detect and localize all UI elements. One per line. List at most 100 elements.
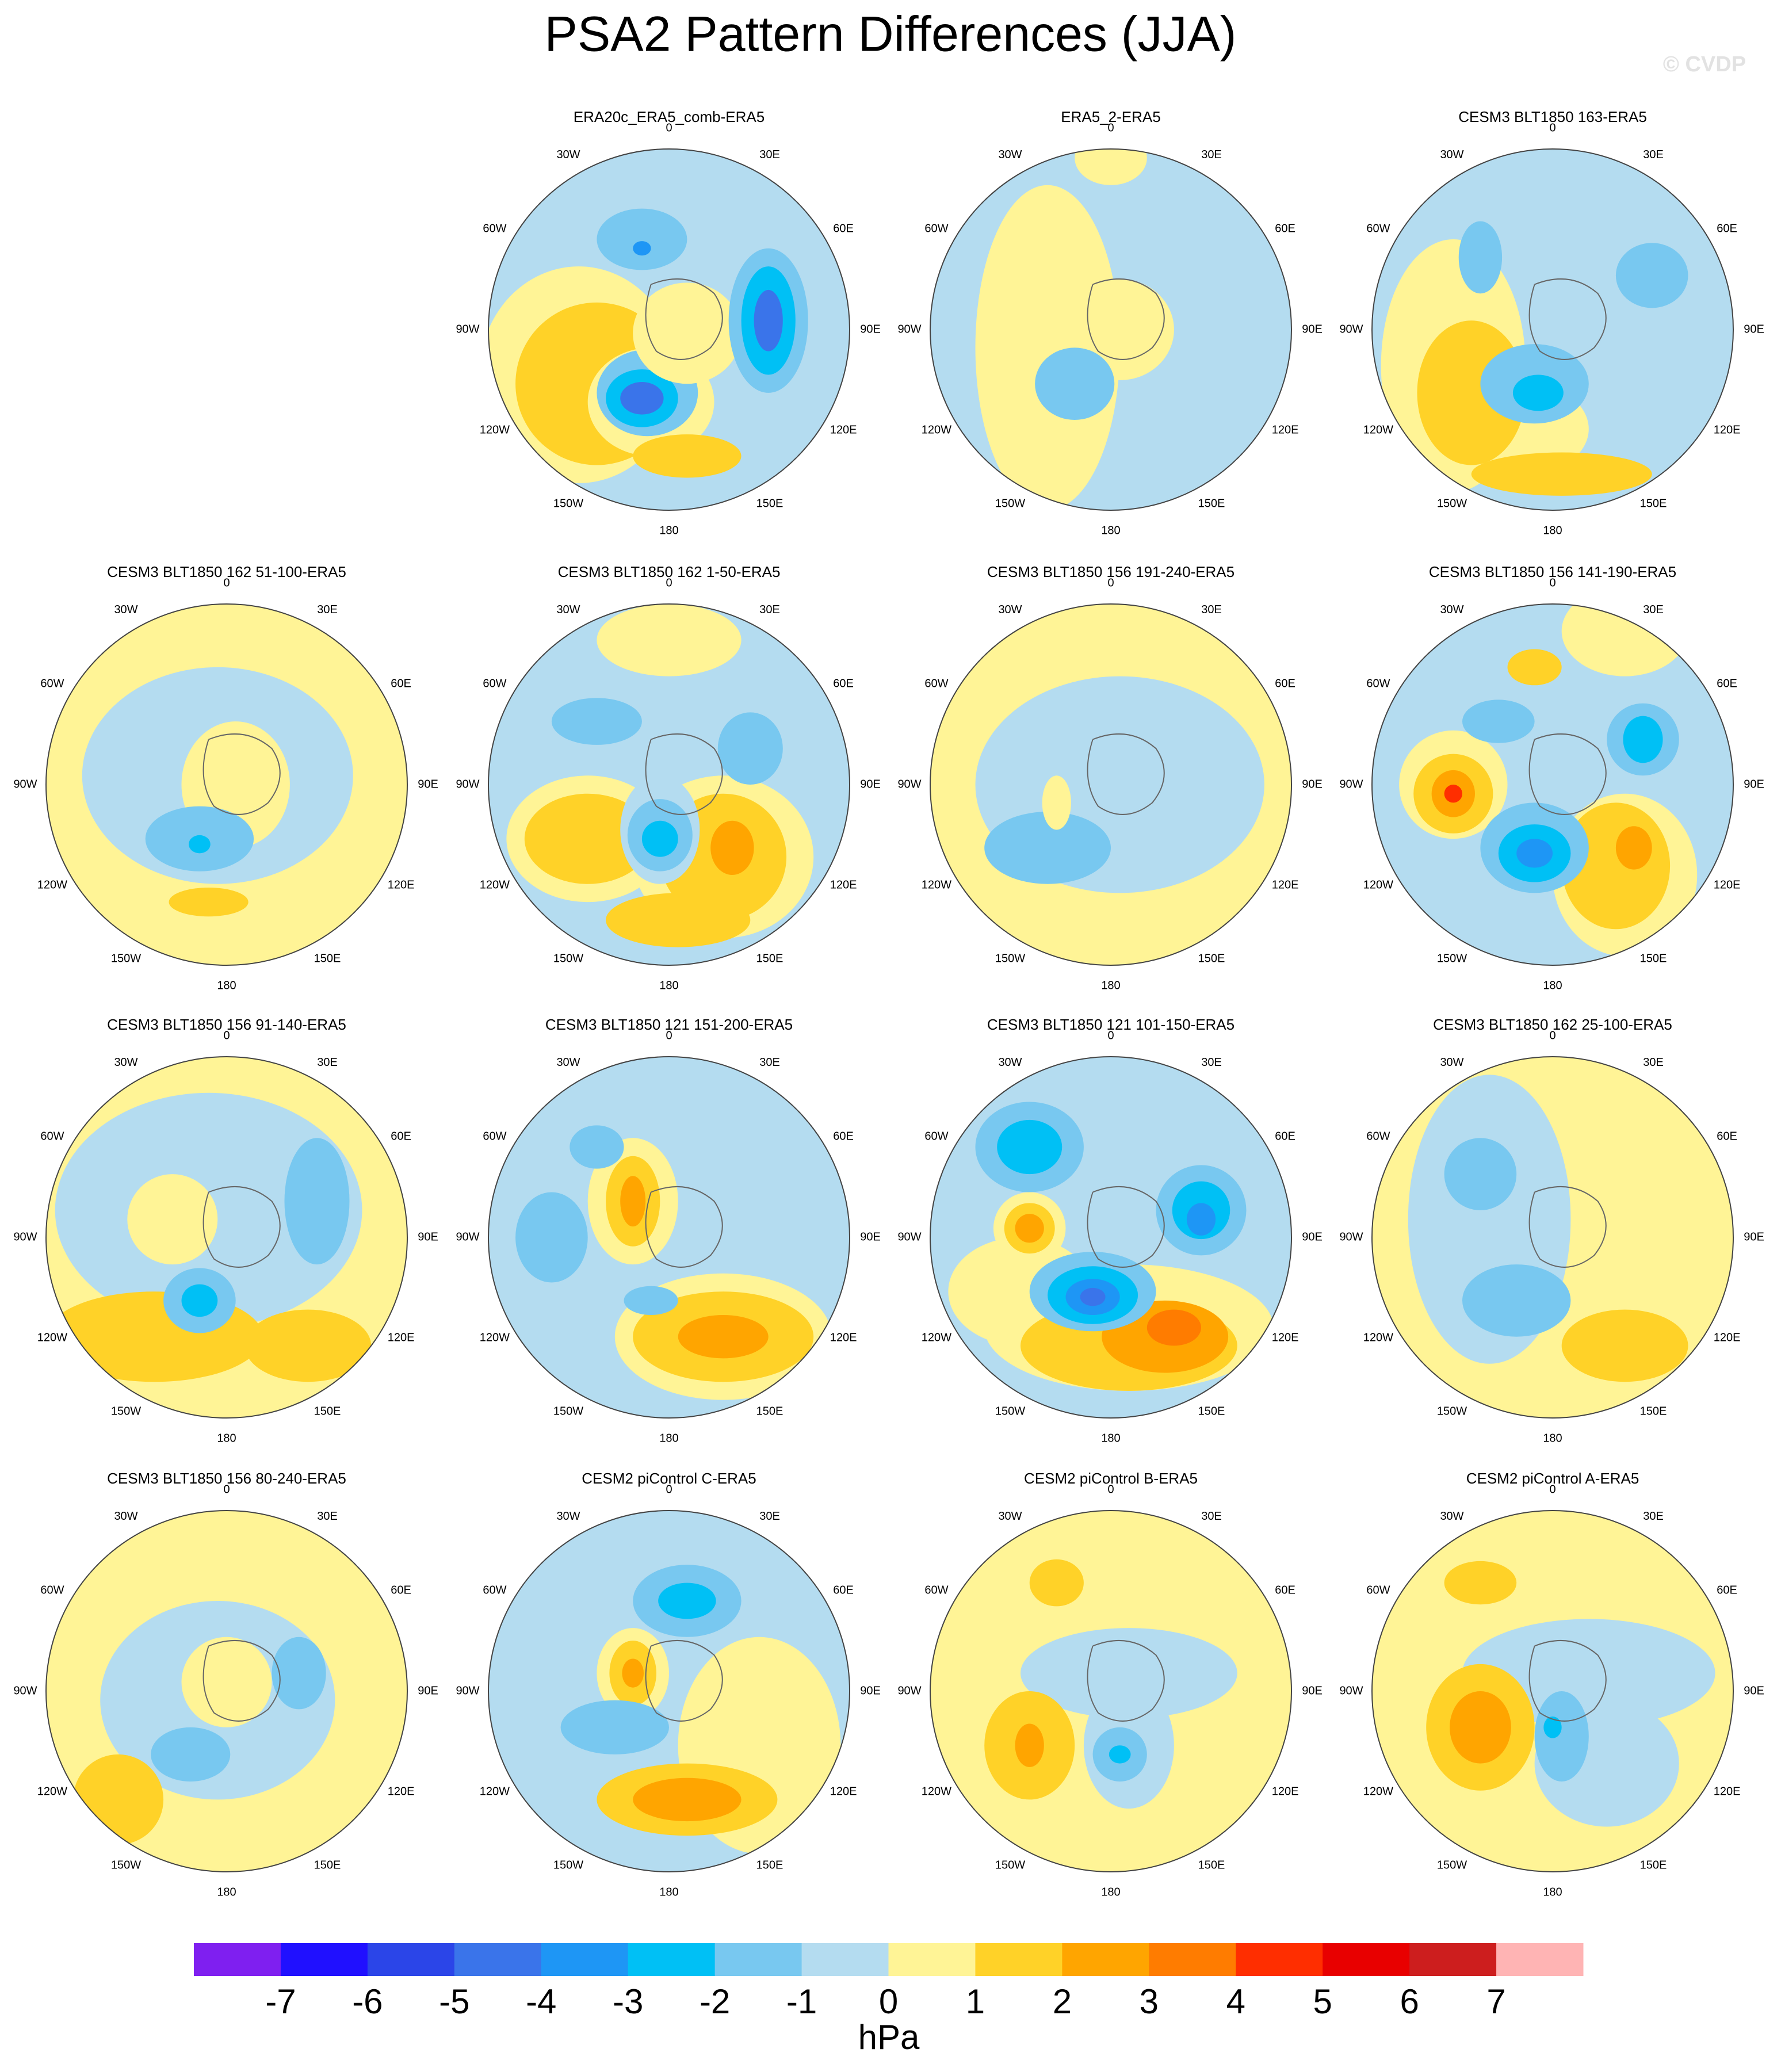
panel-title: CESM2 piControl B-ERA5 — [1024, 1470, 1198, 1487]
watermark: © CVDP — [1663, 52, 1746, 77]
lon-label: 30E — [317, 603, 338, 616]
lon-label: 90E — [1302, 778, 1323, 790]
lon-label: 90W — [1339, 778, 1363, 790]
lon-label: 60W — [40, 1130, 64, 1142]
contour-region — [1623, 716, 1663, 763]
contour-region — [570, 1125, 624, 1169]
lon-label: 90W — [1339, 323, 1363, 335]
lon-label: 150W — [111, 1405, 141, 1417]
colorbar-box — [1236, 1943, 1323, 1976]
map-border — [1371, 1510, 1734, 1872]
lon-label: 90E — [418, 1230, 438, 1243]
lon-label: 90E — [860, 1230, 881, 1243]
panel-title: CESM3 BLT1850 156 191-240-ERA5 — [987, 563, 1235, 580]
lon-label: 60E — [391, 677, 411, 690]
coastline — [1087, 1640, 1165, 1722]
coastline — [1528, 278, 1607, 360]
lon-label: 0 — [223, 1483, 230, 1496]
lon-label: 150E — [1640, 1405, 1667, 1417]
lon-label: 0 — [1549, 121, 1555, 134]
contour-region — [127, 1174, 218, 1265]
coastline — [202, 1186, 281, 1268]
lon-label: 180 — [1101, 1432, 1120, 1444]
coastline — [1087, 278, 1165, 360]
lon-label: 150E — [1640, 497, 1667, 510]
contour-field — [930, 1511, 1291, 1872]
contour-region — [717, 712, 783, 785]
lon-label: 30W — [114, 1056, 137, 1069]
lon-label: 120E — [830, 423, 857, 436]
lon-label: 90E — [860, 323, 881, 335]
contour-region — [1471, 452, 1652, 496]
contour-field — [930, 1057, 1291, 1418]
colorbar-tick-label: -3 — [613, 1982, 643, 2021]
contour-region — [633, 1777, 742, 1822]
lon-label: 0 — [666, 121, 672, 134]
colorbar-box — [1496, 1943, 1584, 1976]
lon-label: 30E — [1201, 1510, 1222, 1523]
lon-label: 180 — [659, 1432, 678, 1444]
lon-label: 60E — [833, 1130, 854, 1142]
lon-label: 90W — [1339, 1230, 1363, 1243]
lon-label: 30E — [759, 603, 780, 616]
contour-region — [1109, 1745, 1131, 1764]
lon-label: 120W — [480, 1331, 510, 1344]
coastline — [1528, 733, 1607, 815]
contour-region — [984, 812, 1111, 884]
figure-title: PSA2 Pattern Differences (JJA) — [545, 7, 1237, 62]
map-border — [1371, 148, 1734, 511]
colorbar-tick-label: -1 — [786, 1982, 817, 2021]
contour-region — [622, 1658, 644, 1688]
coastline — [1528, 1186, 1607, 1268]
contour-region — [1462, 699, 1535, 743]
colorbar-box — [714, 1943, 802, 1976]
contour-region — [1561, 1309, 1688, 1382]
lon-label: 60E — [1717, 222, 1737, 235]
lon-label: 150W — [553, 1405, 583, 1417]
panel-title: ERA20c_ERA5_comb-ERA5 — [574, 108, 765, 125]
lon-label: 60W — [924, 1130, 948, 1142]
lon-label: 150E — [1198, 1859, 1225, 1871]
coastline — [645, 1640, 723, 1722]
lon-label: 150W — [995, 952, 1025, 965]
lon-label: 150W — [553, 1859, 583, 1871]
contour-region — [1075, 149, 1147, 185]
lon-label: 60W — [483, 1130, 506, 1142]
lon-label: 0 — [1549, 1029, 1555, 1042]
lon-label: 120W — [1363, 878, 1393, 891]
map-border — [488, 1510, 850, 1872]
lon-label: 30E — [759, 1056, 780, 1069]
panel-title: CESM3 BLT1850 156 80-240-ERA5 — [107, 1470, 346, 1487]
panel-title: CESM3 BLT1850 162 25-100-ERA5 — [1433, 1016, 1672, 1033]
lon-label: 150W — [995, 1405, 1025, 1417]
lon-label: 30W — [1440, 1510, 1463, 1523]
contour-region — [633, 282, 742, 384]
contour-region — [151, 1727, 231, 1782]
lon-label: 120E — [830, 1785, 857, 1798]
contour-region — [1015, 1723, 1044, 1767]
colorbar-box — [975, 1943, 1063, 1976]
lon-label: 0 — [223, 576, 230, 589]
contour-region — [189, 835, 211, 854]
lon-label: 30E — [759, 1510, 780, 1523]
lon-label: 150W — [1437, 1405, 1467, 1417]
lon-label: 90W — [1339, 1684, 1363, 1697]
lon-label: 120W — [922, 878, 951, 891]
coastline — [202, 1640, 281, 1722]
colorbar-tick-label: -2 — [700, 1982, 730, 2021]
panel-title: CESM2 piControl C-ERA5 — [582, 1470, 756, 1487]
lon-label: 60W — [1366, 222, 1390, 235]
lon-label: 150E — [314, 952, 341, 965]
lon-label: 180 — [659, 524, 678, 537]
colorbar-tick-label: -4 — [526, 1982, 556, 2021]
lon-label: 180 — [1543, 1886, 1562, 1898]
panel-title: CESM3 BLT1850 121 151-200-ERA5 — [545, 1016, 793, 1033]
contour-region — [597, 604, 742, 676]
lon-label: 120W — [922, 1785, 951, 1798]
